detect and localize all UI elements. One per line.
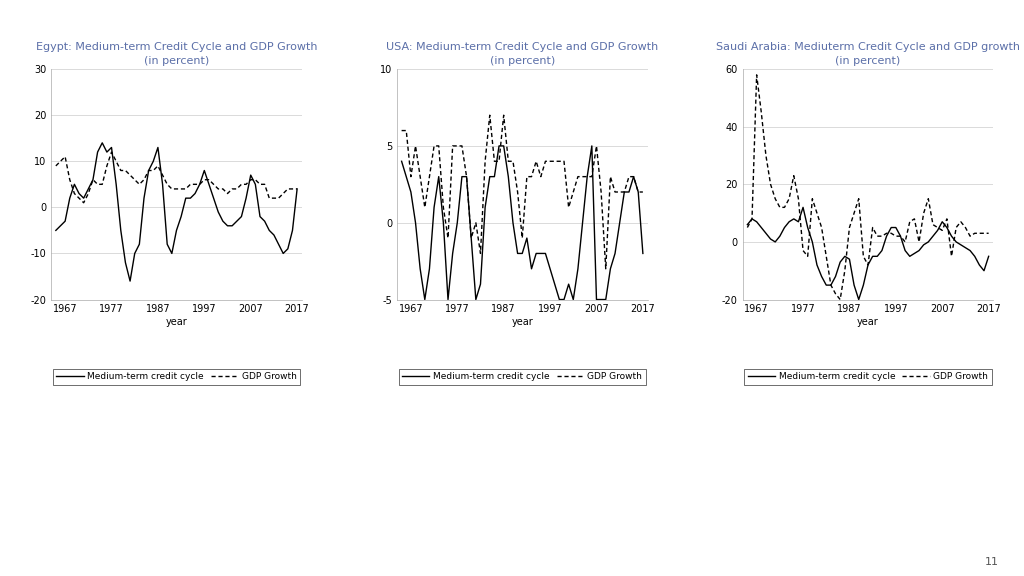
X-axis label: year: year — [166, 317, 187, 327]
Text: 11: 11 — [984, 558, 998, 567]
X-axis label: year: year — [511, 317, 534, 327]
Legend: Medium-term credit cycle, GDP Growth: Medium-term credit cycle, GDP Growth — [53, 369, 300, 385]
Legend: Medium-term credit cycle, GDP Growth: Medium-term credit cycle, GDP Growth — [744, 369, 991, 385]
Title: Egypt: Medium-term Credit Cycle and GDP Growth
(in percent): Egypt: Medium-term Credit Cycle and GDP … — [36, 43, 317, 66]
X-axis label: year: year — [857, 317, 879, 327]
Title: Saudi Arabia: Mediuterm Credit Cycle and GDP growth
(in percent): Saudi Arabia: Mediuterm Credit Cycle and… — [716, 43, 1020, 66]
Legend: Medium-term credit cycle, GDP Growth: Medium-term credit cycle, GDP Growth — [398, 369, 646, 385]
Title: USA: Medium-term Credit Cycle and GDP Growth
(in percent): USA: Medium-term Credit Cycle and GDP Gr… — [386, 43, 658, 66]
